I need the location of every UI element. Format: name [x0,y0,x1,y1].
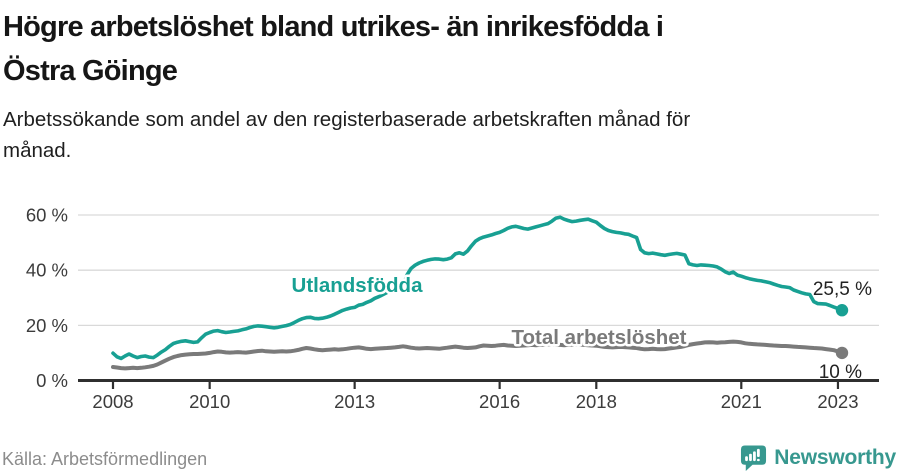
chart-subtitle-line2: månad. [3,139,72,162]
series-label-utlandsfodda: Utlandsfödda [292,274,424,297]
x-tick-label: 2023 [817,391,858,412]
newsworthy-speech-bubble-bar-chart-icon [741,445,767,472]
series-label-total: Total arbetslöshet [511,326,686,349]
series-line-utlandsfodda [111,215,844,361]
y-tick-label: 60 % [26,205,68,226]
series-end-dot-utlandsfodda [835,304,849,317]
chart-title-line2: Östra Göinge [3,55,178,87]
x-tick-label: 2008 [92,391,133,412]
chart-title-line1: Högre arbetslöshet bland utrikes- än inr… [3,11,664,43]
newsworthy-logo[interactable]: Newsworthy [740,444,896,472]
x-tick-label: 2018 [576,391,617,412]
chart-title: Högre arbetslöshet bland utrikes- än inr… [3,5,897,93]
y-tick-label: 40 % [26,260,68,281]
end-value-label-utlandsfodda: 25,5 % [813,279,872,300]
series-line-total [111,339,844,371]
newsworthy-wordmark: Newsworthy [774,446,896,469]
series-end-dot-total [835,346,849,360]
chart-subtitle: Arbetssökande som andel av den registerb… [3,104,897,166]
y-tick-label: 0 % [36,370,68,391]
end-value-label-total: 10 % [819,362,862,383]
x-tick-label: 2013 [334,391,375,412]
x-tick-label: 2016 [479,391,520,412]
x-tick-label: 2021 [721,391,762,412]
chart-subtitle-line1: Arbetssökande som andel av den registerb… [3,108,691,131]
x-tick-label: 2010 [189,391,230,412]
y-tick-label: 20 % [26,315,68,336]
header: Högre arbetslöshet bland utrikes- än inr… [3,5,897,166]
source-credit: Källa: Arbetsförmedlingen [2,449,208,469]
